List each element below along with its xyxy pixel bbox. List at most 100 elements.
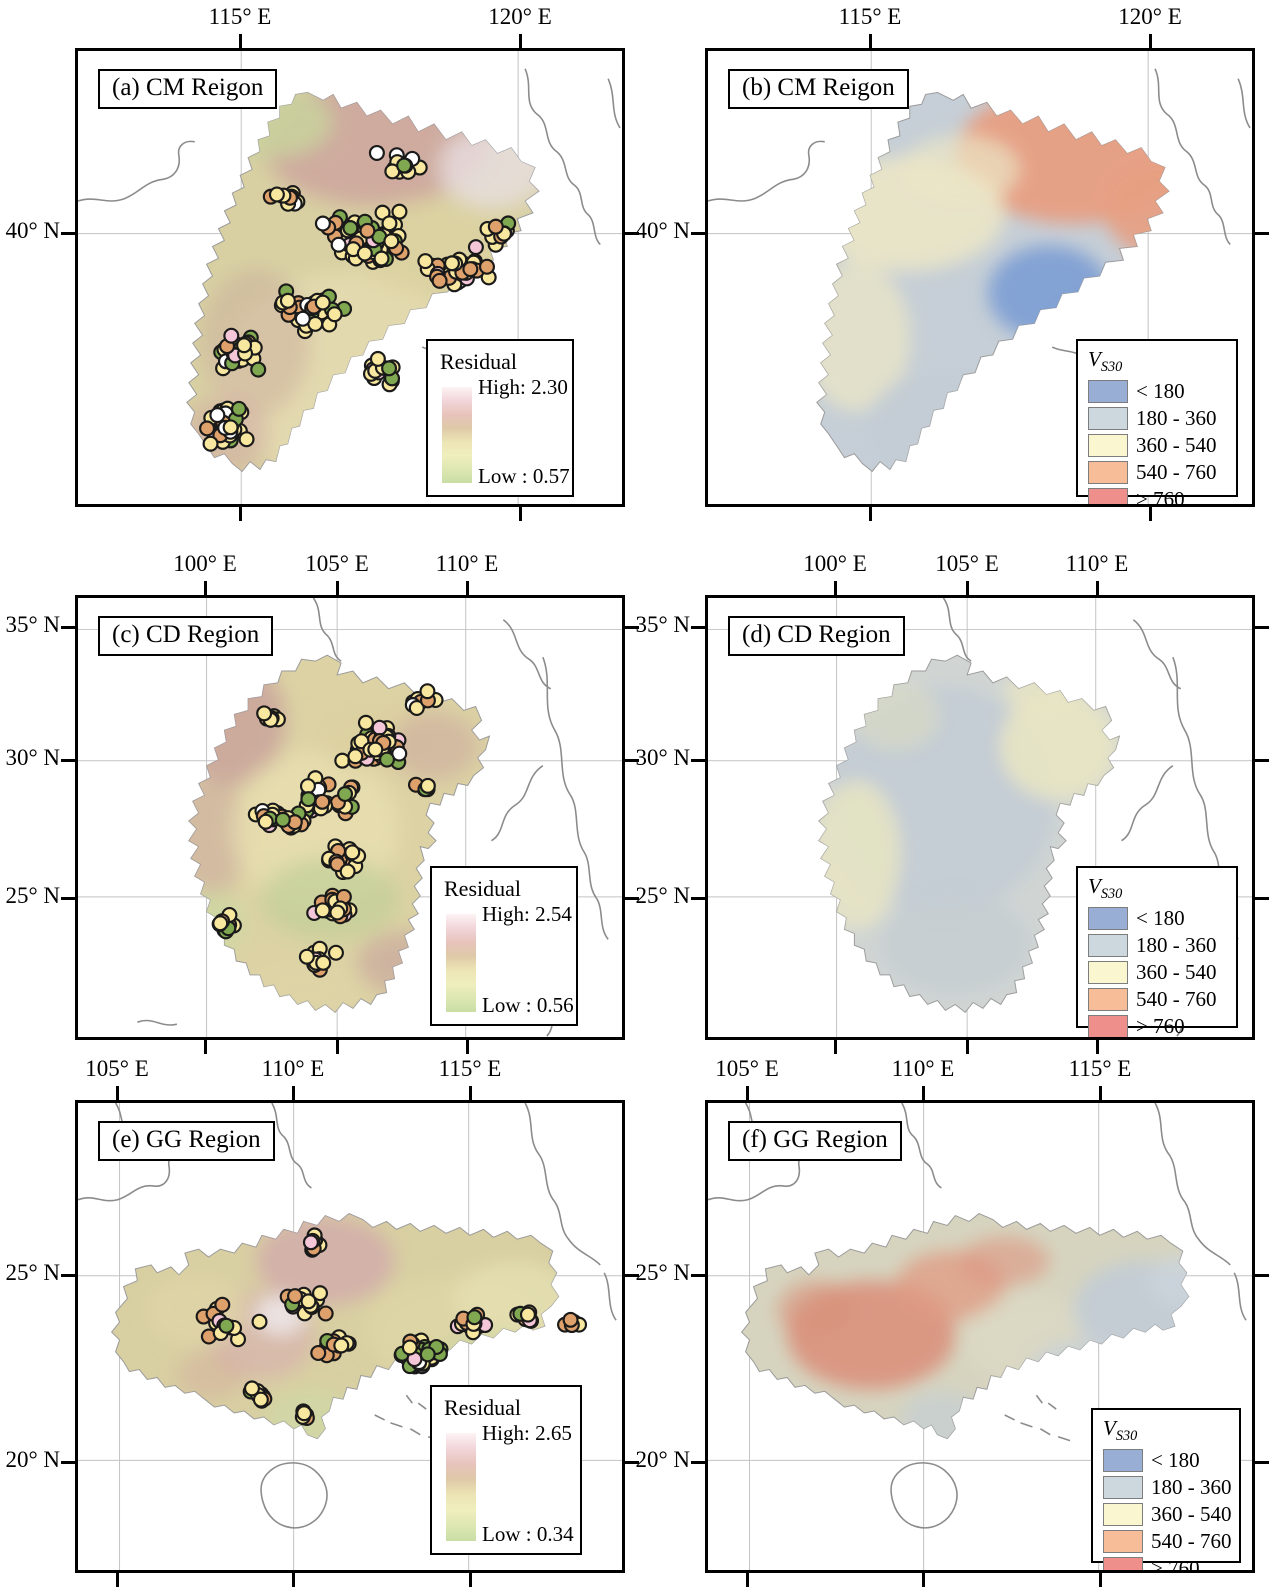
axis-tick [469,1573,472,1587]
panel-title: (b) CM Reigon [728,69,909,109]
station-marker [223,327,240,344]
admin-boundary [271,1103,312,1189]
station-marker [339,863,356,880]
map-canvas-gg-residual [78,1103,622,1570]
vs30-label: > 760 [1136,487,1185,507]
station-marker [300,791,317,808]
station-marker [443,255,460,272]
axis-tick [691,1274,705,1277]
admin-boundary [1154,1103,1231,1266]
axis-tick [466,1040,469,1054]
axis-label-lat: 20° N [635,1447,690,1472]
vs30-label: > 760 [1151,1556,1200,1573]
legend-title: Residual [444,876,521,901]
station-marker [230,400,247,417]
station-marker [268,186,285,203]
station-marker [562,1311,579,1328]
vs30-legend: VS30 < 180 180 - 360 360 - 540 540 - 760… [1076,339,1238,504]
axis-tick [1255,897,1269,900]
station-marker [209,407,226,424]
axis-tick [922,1086,925,1100]
vs30-label: 360 - 540 [1136,960,1217,985]
legend-title: VS30 [1088,874,1123,903]
admin-boundary [942,598,972,662]
admin-boundary [1154,68,1231,245]
station-marker [381,360,398,377]
axis-label-lat: 35° N [5,612,60,637]
vs30-swatch [1088,934,1128,958]
vs30-label: < 180 [1136,906,1185,931]
axis-tick [519,34,522,48]
map-frame: (d) CD Region VS30 < 180 180 - 360 360 -… [705,595,1255,1040]
station-marker [314,215,331,232]
map-frame: (b) CM Reigon VS30 < 180 180 - 360 360 -… [705,48,1255,507]
axis-label-lon: 100° E [803,551,867,576]
station-marker [419,1346,436,1363]
axis-tick [1149,34,1152,48]
station-marker [417,253,434,270]
map-frame: (c) CD Region Residual High: 2.54 Low : … [75,595,625,1040]
admin-boundary [524,68,601,245]
legend-title: VS30 [1088,347,1123,376]
axis-tick [1255,626,1269,629]
legend-title: Residual [440,349,517,374]
station-marker [330,236,347,253]
vs30-swatch [1103,1557,1143,1570]
station-marker [256,705,273,722]
residual-gradient-bar [446,1433,476,1541]
axis-tick [336,1040,339,1054]
axis-label-lat: 40° N [5,218,60,243]
axis-tick [116,1573,119,1587]
station-marker [315,954,332,971]
scatter-points [195,1227,588,1426]
axis-tick [625,897,639,900]
axis-tick [625,1274,639,1277]
vs30-swatch [1088,1015,1128,1037]
panel-title: (f) GG Region [728,1121,902,1161]
station-marker [419,683,436,700]
vs30-swatch [1088,407,1128,431]
station-marker [396,157,413,174]
station-marker [347,748,364,765]
station-marker [257,813,274,830]
station-marker [371,719,388,736]
axis-tick [1149,507,1152,521]
station-marker [329,904,346,921]
admin-boundary [1233,1272,1247,1321]
axis-tick [61,1461,75,1464]
vs30-legend: VS30 < 180 180 - 360 360 - 540 540 - 760… [1091,1408,1241,1570]
axis-label-lon: 105° E [935,551,999,576]
vs30-label: > 760 [1136,1014,1185,1039]
station-marker [368,144,385,161]
station-marker [250,361,267,378]
axis-tick [869,34,872,48]
panel-title: (c) CD Region [98,616,274,656]
station-marker [294,310,311,327]
vs30-legend: VS30 < 180 180 - 360 360 - 540 540 - 760… [1076,866,1238,1037]
residual-legend: Residual High: 2.30 Low : 0.57 [426,339,574,497]
axis-tick [691,1461,705,1464]
map-canvas-cm-residual [78,51,622,504]
station-marker [342,220,359,237]
station-marker [327,944,344,961]
axis-label-lat: 35° N [635,612,690,637]
axis-tick [239,507,242,521]
vs30-label: 180 - 360 [1136,933,1217,958]
axis-label-lat: 30° N [5,745,60,770]
station-marker [408,700,425,716]
station-marker [317,1305,334,1322]
axis-tick [834,1040,837,1054]
panel-b: 115° E 120° E 40° N [635,4,1269,521]
vs30-label: 540 - 760 [1136,987,1217,1012]
station-marker [337,786,354,803]
axis-tick [834,581,837,595]
station-marker [467,239,484,256]
station-marker [334,752,351,769]
legend-high-value: High: 2.65 [482,1421,572,1445]
axis-tick [1255,1274,1269,1277]
station-marker [519,1306,536,1323]
axis-tick [922,1573,925,1587]
admin-boundary [1132,619,1182,690]
station-marker [286,1288,304,1305]
residual-legend: Residual High: 2.54 Low : 0.56 [430,866,578,1026]
